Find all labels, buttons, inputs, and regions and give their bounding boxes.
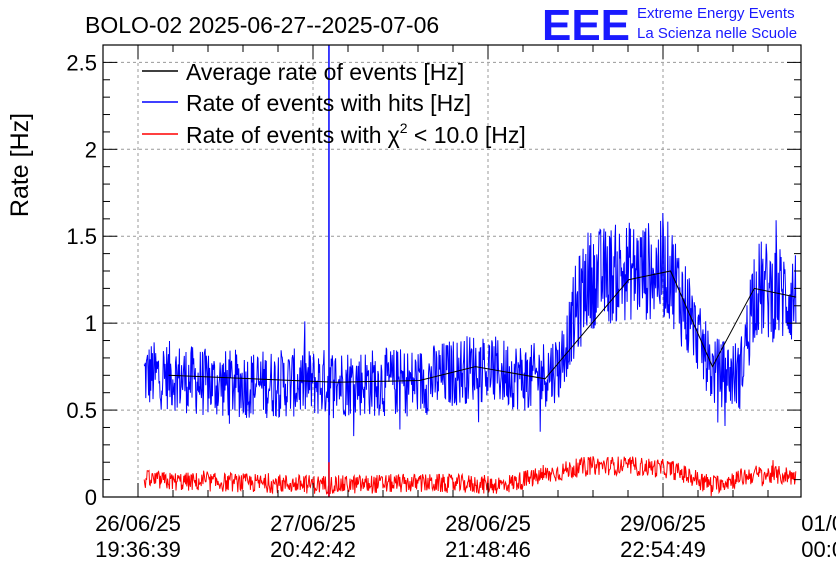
x-tick-time: 19:36:39	[95, 537, 181, 562]
legend-chi2-suffix: < 10.0 [Hz]	[407, 122, 525, 148]
logo-mark: EEE	[542, 1, 630, 50]
legend-label-average: Average rate of events [Hz]	[186, 59, 464, 85]
chart-title: BOLO-02 2025-06-27--2025-07-06	[85, 12, 439, 38]
legend: Average rate of events [Hz] Rate of even…	[142, 59, 526, 148]
average-rate-line	[168, 270, 797, 383]
x-tick-date: 01/07/2	[801, 511, 836, 536]
x-tick-time: 20:42:42	[270, 537, 356, 562]
x-tick-date: 28/06/25	[445, 511, 531, 536]
legend-label-hits: Rate of events with hits [Hz]	[186, 90, 471, 116]
y-tick-label: 2.5	[66, 50, 97, 75]
eee-logo: EEE Extreme Energy Events La Scienza nel…	[542, 1, 797, 50]
hits-rate-trace	[143, 212, 797, 437]
x-tick-time: 00:00:5	[801, 537, 836, 562]
legend-label-chi2: Rate of events with χ2 < 10.0 [Hz]	[186, 120, 526, 148]
chi-symbol: χ	[388, 122, 400, 148]
y-tick-label: 0.5	[66, 398, 97, 423]
x-tick-date: 26/06/25	[95, 511, 181, 536]
chi-superscript: 2	[400, 120, 408, 136]
legend-chi2-prefix: Rate of events with	[186, 122, 382, 148]
x-tick-time: 22:54:49	[620, 537, 706, 562]
plot-series	[143, 45, 797, 497]
y-tick-label: 2	[85, 137, 97, 162]
grid-lines	[103, 45, 801, 497]
y-tick-label: 1.5	[66, 224, 97, 249]
logo-line2: La Scienza nelle Scuole	[637, 25, 797, 42]
chi2-rate-trace	[143, 456, 797, 497]
x-tick-date: 27/06/25	[270, 511, 356, 536]
x-tick-time: 21:48:46	[445, 537, 531, 562]
logo-line1: Extreme Energy Events	[637, 5, 795, 22]
y-tick-label: 0	[85, 485, 97, 510]
y-axis-label: Rate [Hz]	[6, 113, 34, 217]
x-tick-date: 29/06/25	[620, 511, 706, 536]
y-tick-label: 1	[85, 311, 97, 336]
